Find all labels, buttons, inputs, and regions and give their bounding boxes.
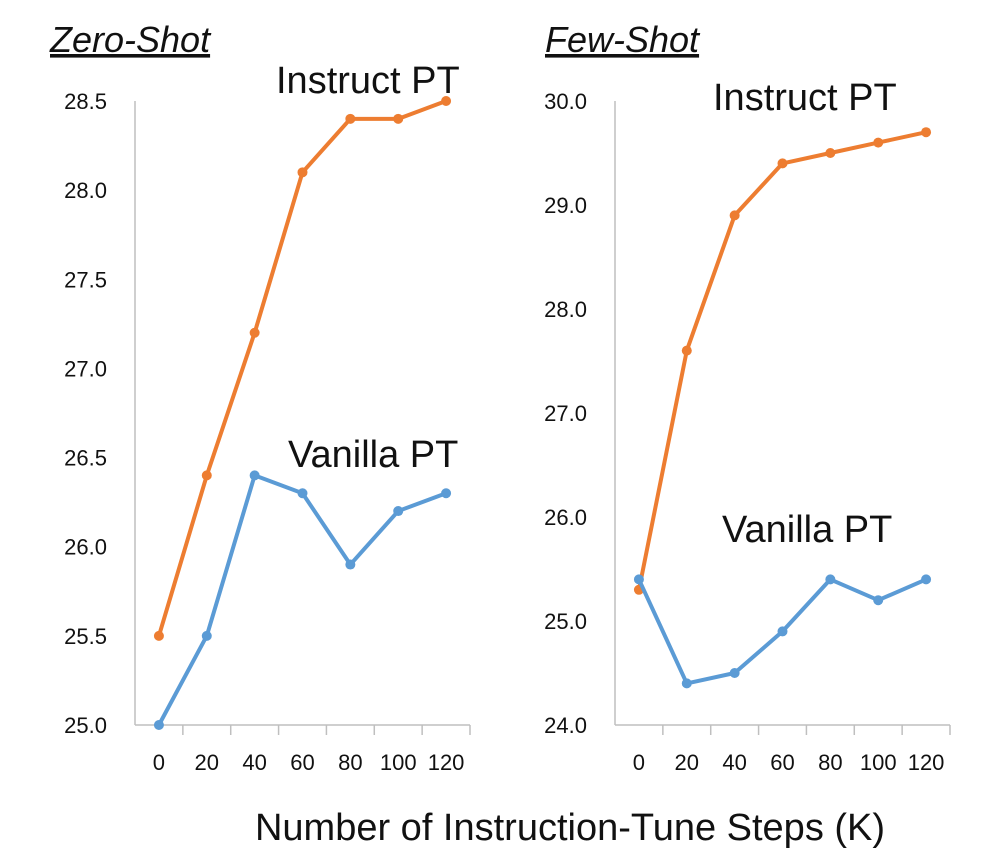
few-shot-x-tick-label: 120 [908, 750, 945, 775]
zero-shot-y-tick-label: 28.0 [64, 178, 107, 203]
zero-shot-instruct-pt-point [345, 113, 356, 124]
few-shot-y-tick-label: 28.0 [544, 297, 587, 322]
zero-shot-instruct-pt-line [157, 99, 447, 637]
zero-shot-x-tick-label: 60 [290, 750, 314, 775]
few-shot-x-tick-label: 60 [770, 750, 794, 775]
zero-shot-vanilla-pt-point [441, 488, 452, 499]
zero-shot-vanilla-pt-line [157, 473, 447, 726]
few-shot-panel: Few-Shot 24.0 25.0 26.0 27.0 28.0 29.0 30.0 0 20… [544, 19, 951, 775]
few-shot-x-tick-label: 100 [860, 750, 897, 775]
zero-shot-x-tick-label: 0 [153, 750, 165, 775]
few-shot-vanilla-pt-label: Vanilla PT [722, 509, 892, 551]
few-shot-instruct-pt-point [729, 210, 740, 221]
zero-shot-instruct-pt-point [249, 327, 260, 338]
zero-shot-y-tick-label: 25.5 [64, 624, 107, 649]
zero-shot-vanilla-pt-point [393, 506, 404, 517]
zero-shot-y-tick-label: 28.5 [64, 89, 107, 114]
few-shot-instruct-pt-label: Instruct PT [713, 77, 897, 119]
zero-shot-vanilla-pt-point [201, 630, 212, 641]
zero-shot-x-tick-label: 100 [380, 750, 417, 775]
zero-shot-x-tick-label: 120 [428, 750, 465, 775]
few-shot-instruct-pt-point [873, 137, 884, 148]
x-axis-label: Number of Instruction-Tune Steps (K) [255, 807, 885, 849]
few-shot-vanilla-pt-point [729, 668, 740, 678]
zero-shot-vanilla-pt-point [249, 470, 260, 481]
few-shot-x-tick-label: 80 [818, 750, 842, 775]
few-shot-instruct-pt-point [825, 148, 836, 158]
zero-shot-instruct-pt-point [153, 630, 164, 641]
few-shot-vanilla-pt-point [777, 626, 788, 637]
zero-shot-y-tick-label: 26.0 [64, 535, 107, 560]
few-shot-instruct-pt-point [921, 127, 932, 138]
zero-shot-title: Zero-Shot [49, 19, 212, 60]
few-shot-vanilla-pt-point [873, 595, 884, 606]
few-shot-y-tick-label: 24.0 [544, 713, 587, 738]
few-shot-instruct-pt-point [777, 158, 788, 169]
few-shot-x-tick-label: 20 [675, 750, 699, 775]
few-shot-x-tick-label: 0 [633, 750, 645, 775]
zero-shot-y-tick-label: 25.0 [64, 713, 107, 738]
few-shot-vanilla-pt-point [921, 574, 932, 585]
few-shot-vanilla-pt-point [633, 574, 644, 585]
few-shot-vanilla-pt-point [825, 574, 836, 585]
zero-shot-y-tick-label: 27.5 [64, 267, 107, 292]
zero-shot-vanilla-pt-label: Vanilla PT [288, 434, 458, 476]
zero-shot-instruct-pt-point [393, 113, 404, 124]
zero-shot-panel: Zero-Shot 25.0 25.5 26.0 26.5 27.0 27.5 28.0 28… [49, 19, 471, 775]
zero-shot-instruct-pt-point [201, 470, 212, 481]
few-shot-y-tick-label: 29.0 [544, 193, 587, 218]
zero-shot-x-tick-label: 40 [242, 750, 266, 775]
zero-shot-x-tick-label: 20 [195, 750, 219, 775]
zero-shot-instruct-pt-label: Instruct PT [276, 60, 460, 102]
zero-shot-vanilla-pt-point [297, 488, 308, 499]
zero-shot-vanilla-pt-point [345, 559, 356, 570]
few-shot-y-tick-label: 27.0 [544, 401, 587, 426]
zero-shot-y-tick-label: 26.5 [64, 446, 107, 471]
few-shot-y-tick-label: 25.0 [544, 609, 587, 634]
few-shot-x-tick-label: 40 [722, 750, 746, 775]
few-shot-title: Few-Shot [545, 19, 701, 60]
zero-shot-instruct-pt-point [297, 167, 308, 178]
few-shot-y-tick-label: 26.0 [544, 505, 587, 530]
zero-shot-vanilla-pt-point [153, 720, 164, 730]
zero-shot-x-tick-label: 80 [338, 750, 362, 775]
zero-shot-y-tick-label: 27.0 [64, 356, 107, 381]
few-shot-instruct-pt-point [681, 345, 692, 356]
few-shot-y-tick-label: 30.0 [544, 89, 587, 114]
few-shot-vanilla-pt-point [681, 678, 692, 689]
zero-shot-instruct-pt-point [441, 96, 452, 106]
